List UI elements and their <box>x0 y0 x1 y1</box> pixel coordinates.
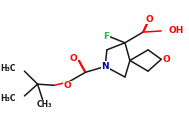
Text: F: F <box>103 32 109 41</box>
Text: H₃C: H₃C <box>1 64 16 73</box>
Text: O: O <box>162 55 170 64</box>
Text: O: O <box>63 81 71 90</box>
Text: H₃C: H₃C <box>1 94 16 103</box>
Text: CH₃: CH₃ <box>36 100 52 109</box>
Text: O: O <box>146 15 154 24</box>
Text: N: N <box>101 62 109 71</box>
Text: OH: OH <box>169 26 184 35</box>
Text: O: O <box>70 54 78 63</box>
